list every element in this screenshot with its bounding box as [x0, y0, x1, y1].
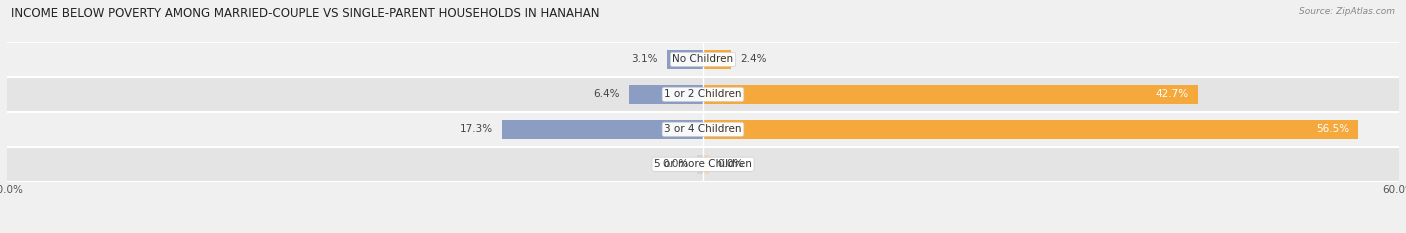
Bar: [7, 77, 1399, 112]
Text: 0.0%: 0.0%: [662, 159, 689, 169]
Text: 6.4%: 6.4%: [593, 89, 620, 99]
Text: No Children: No Children: [672, 55, 734, 64]
Bar: [7, 42, 1399, 77]
Text: 5 or more Children: 5 or more Children: [654, 159, 752, 169]
Text: 2.4%: 2.4%: [740, 55, 766, 64]
Text: INCOME BELOW POVERTY AMONG MARRIED-COUPLE VS SINGLE-PARENT HOUSEHOLDS IN HANAHAN: INCOME BELOW POVERTY AMONG MARRIED-COUPL…: [11, 7, 600, 20]
Text: 56.5%: 56.5%: [1316, 124, 1350, 134]
Text: 17.3%: 17.3%: [460, 124, 494, 134]
Bar: [7, 147, 1399, 182]
Bar: [628, 85, 703, 104]
Bar: [703, 85, 1198, 104]
Text: 3.1%: 3.1%: [631, 55, 658, 64]
Bar: [697, 155, 703, 174]
Text: 0.0%: 0.0%: [717, 159, 744, 169]
Bar: [703, 155, 709, 174]
Text: 1 or 2 Children: 1 or 2 Children: [664, 89, 742, 99]
Bar: [502, 120, 703, 139]
Bar: [666, 50, 703, 69]
Text: 42.7%: 42.7%: [1156, 89, 1189, 99]
Text: 3 or 4 Children: 3 or 4 Children: [664, 124, 742, 134]
Bar: [703, 50, 731, 69]
Bar: [703, 120, 1358, 139]
Text: Source: ZipAtlas.com: Source: ZipAtlas.com: [1299, 7, 1395, 16]
Bar: [7, 112, 1399, 147]
